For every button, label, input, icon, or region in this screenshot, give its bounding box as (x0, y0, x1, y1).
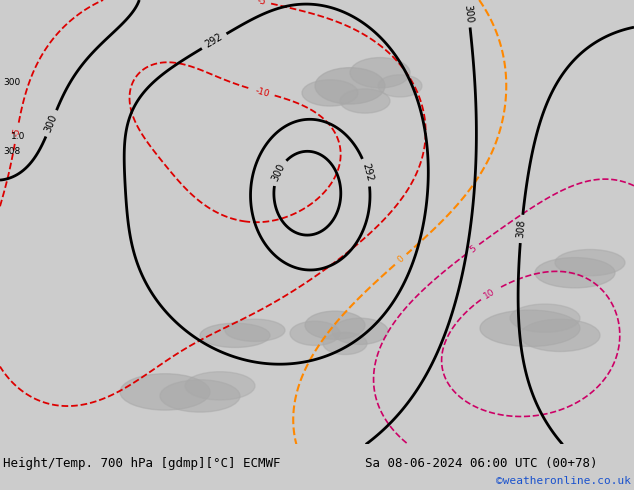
Ellipse shape (160, 380, 240, 412)
Ellipse shape (290, 321, 340, 345)
Text: -10: -10 (254, 86, 271, 98)
Text: 308: 308 (515, 220, 527, 239)
Ellipse shape (323, 332, 367, 355)
Text: 292: 292 (360, 162, 374, 183)
Ellipse shape (305, 311, 365, 340)
Text: 300: 300 (43, 113, 60, 134)
Ellipse shape (378, 75, 422, 97)
Text: 300: 300 (463, 4, 474, 23)
Ellipse shape (120, 374, 210, 410)
Text: -5: -5 (257, 0, 267, 7)
Ellipse shape (510, 304, 580, 332)
Ellipse shape (520, 319, 600, 351)
Text: Sa 08-06-2024 06:00 UTC (00+78): Sa 08-06-2024 06:00 UTC (00+78) (365, 457, 597, 470)
Ellipse shape (225, 319, 285, 342)
Ellipse shape (332, 318, 388, 344)
Ellipse shape (535, 258, 615, 288)
Text: 292: 292 (204, 32, 224, 50)
Ellipse shape (315, 68, 385, 104)
Ellipse shape (480, 310, 580, 346)
Text: 0: 0 (396, 254, 406, 265)
Text: -5: -5 (11, 127, 22, 137)
Ellipse shape (185, 372, 255, 400)
Ellipse shape (350, 57, 410, 88)
Text: 300: 300 (3, 78, 20, 87)
Text: 10: 10 (482, 287, 497, 300)
Ellipse shape (555, 249, 625, 276)
Text: ©weatheronline.co.uk: ©weatheronline.co.uk (496, 476, 631, 487)
Text: Height/Temp. 700 hPa [gdmp][°C] ECMWF: Height/Temp. 700 hPa [gdmp][°C] ECMWF (3, 457, 281, 470)
Text: 308: 308 (3, 147, 20, 156)
Ellipse shape (200, 323, 270, 347)
Text: 300: 300 (270, 162, 287, 183)
Ellipse shape (340, 89, 390, 113)
Ellipse shape (302, 80, 358, 106)
Text: 5: 5 (468, 244, 478, 254)
Text: 1.0: 1.0 (11, 132, 25, 141)
